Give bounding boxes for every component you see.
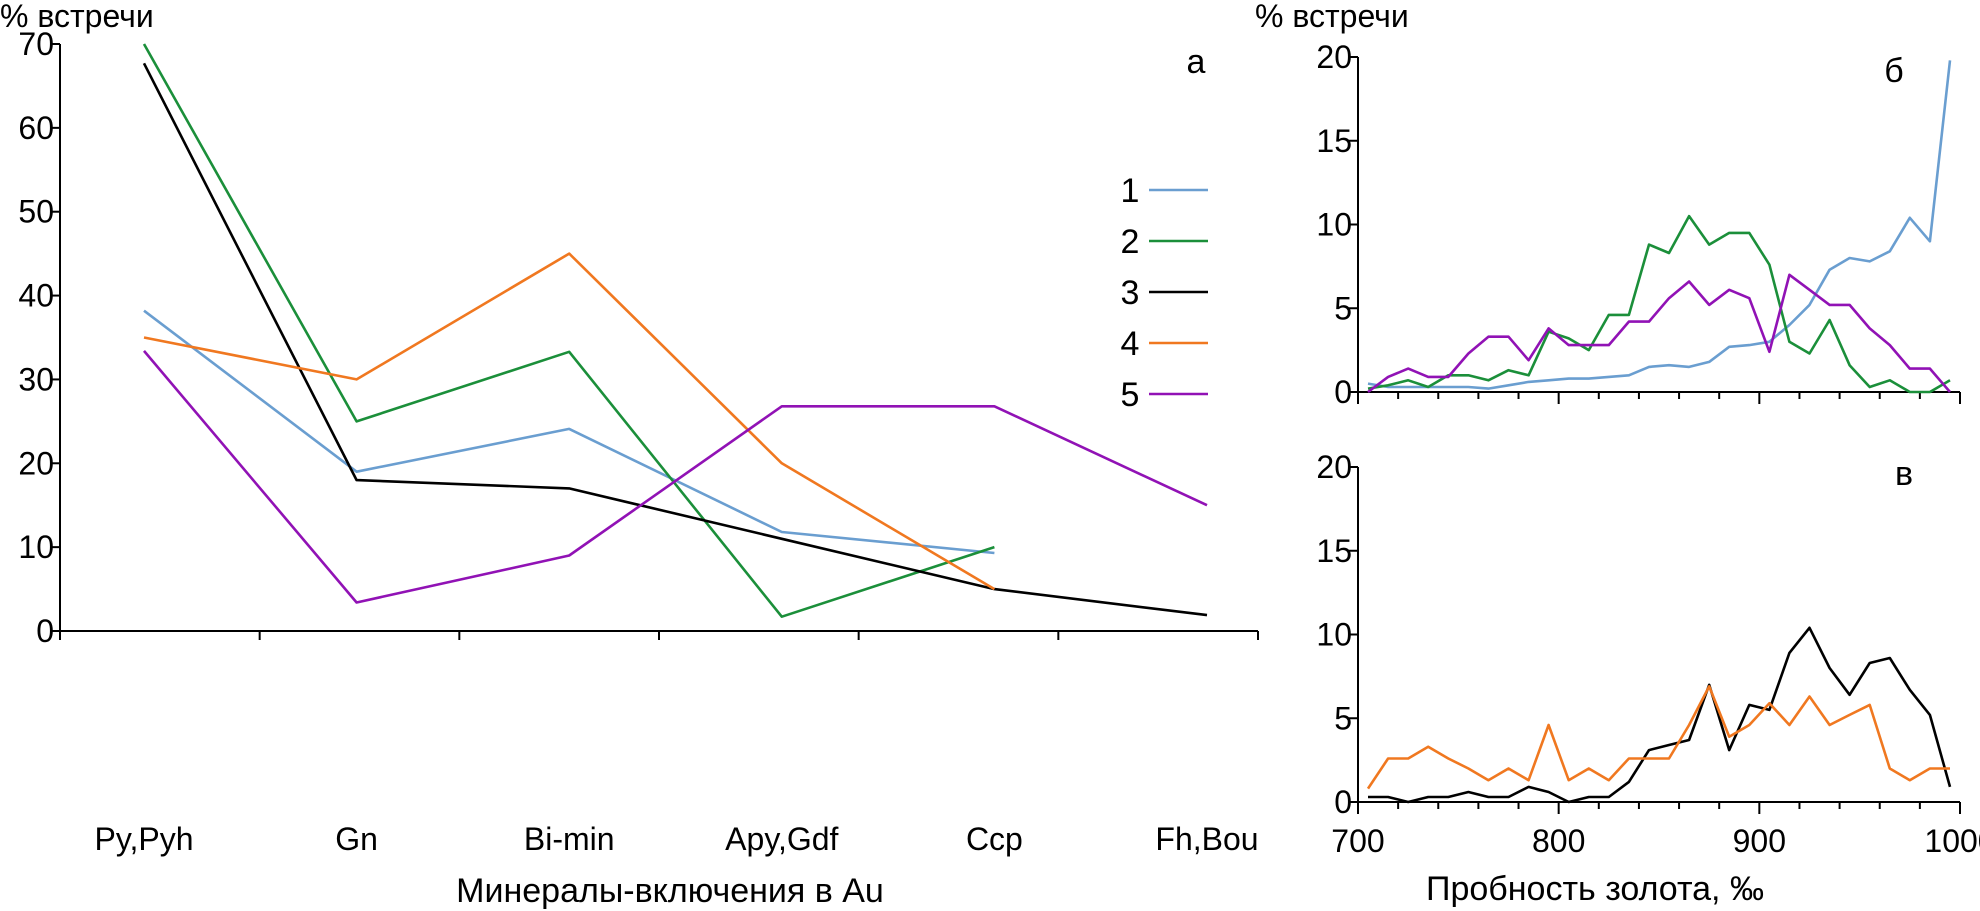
- series-lines-c: [1366, 626, 1952, 804]
- axes-c: 0 5 10 15 20 700 800 900 1000: [1316, 449, 1980, 859]
- legend-label: 4: [1121, 325, 1140, 363]
- series-line-4: [1366, 685, 1950, 790]
- series-lines-b: [1367, 60, 1952, 394]
- y-tick-label-a: 60: [18, 110, 54, 146]
- legend-label: 2: [1121, 223, 1140, 261]
- series-line-1: [1367, 60, 1952, 390]
- y-tick-label-a: 40: [18, 278, 54, 314]
- series-line-5: [143, 350, 1208, 604]
- chart-panel-a: % встречи а Минералы-включения в Au 0 10 2…: [0, 0, 1259, 910]
- x-tick-label-2: 800: [1532, 823, 1585, 859]
- x-tick-label-2: 900: [1733, 823, 1786, 859]
- legend-label: 1: [1121, 172, 1140, 210]
- legend-a: 1 2 3 4 5: [1121, 172, 1208, 414]
- y-tick-label-a: 10: [18, 529, 54, 565]
- y-tick-label-2: 20: [1316, 449, 1352, 485]
- y-tick-label-a: 0: [36, 613, 54, 649]
- x-tick-label-a: Fh,Bou: [1155, 821, 1258, 857]
- x-axis-title-a: Минералы-включения в Au: [456, 872, 884, 910]
- series-line-2: [142, 43, 995, 618]
- panel-label-c: в: [1895, 455, 1913, 493]
- series-line-4: [143, 252, 996, 591]
- x-tick-label-a: Py,Pyh: [95, 821, 194, 857]
- series-line-2: [1367, 214, 1951, 394]
- panel-label-b: б: [1884, 52, 1903, 90]
- y-tick-label-1: 5: [1334, 290, 1352, 326]
- y-tick-label-1: 10: [1316, 207, 1352, 243]
- series-lines-a: [142, 43, 1208, 618]
- y-tick-label-a: 70: [18, 26, 54, 62]
- chart-panel-b: % встречи б 0 5 10 15 20: [1255, 0, 1961, 410]
- y-tick-label-a: 30: [18, 361, 54, 397]
- x-tick-label-a: Gn: [335, 821, 378, 857]
- y-tick-label-2: 15: [1316, 533, 1352, 569]
- series-line-3: [142, 62, 1208, 617]
- series-line-3: [1368, 626, 1952, 804]
- x-tick-label-a: Bi-min: [524, 821, 615, 857]
- y-tick-label-2: 10: [1316, 617, 1352, 653]
- y-tick-label-a: 20: [18, 445, 54, 481]
- y-tick-label-1: 15: [1316, 123, 1352, 159]
- chart-panel-c: в Пробность золота, ‰ 0 5 10 15 20 700 800 900 1…: [1316, 449, 1980, 908]
- series-line-1: [143, 309, 995, 555]
- y-tick-label-1: 20: [1316, 39, 1352, 75]
- axes-b: 0 5 10 15 20: [1316, 39, 1961, 410]
- legend-label: 3: [1121, 274, 1140, 312]
- x-axis-title-c: Пробность золота, ‰: [1426, 870, 1764, 908]
- x-tick-label-2: 1000: [1924, 823, 1980, 859]
- x-tick-label-a: Ccp: [966, 821, 1023, 857]
- y-axis-title-a: % встречи: [0, 0, 154, 34]
- y-axis-title-b: % встречи: [1255, 0, 1409, 34]
- y-tick-label-a: 50: [18, 194, 54, 230]
- axes-a: 0 10 20 30 40 50 60 70 Py,Pyh Gn Bi-min Apy,Gdf Ccp F…: [18, 26, 1259, 857]
- x-tick-label-2: 700: [1331, 823, 1384, 859]
- series-line-5: [1367, 273, 1951, 394]
- y-tick-label-1: 0: [1334, 374, 1352, 410]
- legend-label: 5: [1121, 376, 1140, 414]
- y-tick-label-2: 0: [1334, 784, 1352, 820]
- y-tick-label-2: 5: [1334, 700, 1352, 736]
- x-tick-label-a: Apy,Gdf: [725, 821, 838, 857]
- panel-label-a: а: [1187, 43, 1206, 81]
